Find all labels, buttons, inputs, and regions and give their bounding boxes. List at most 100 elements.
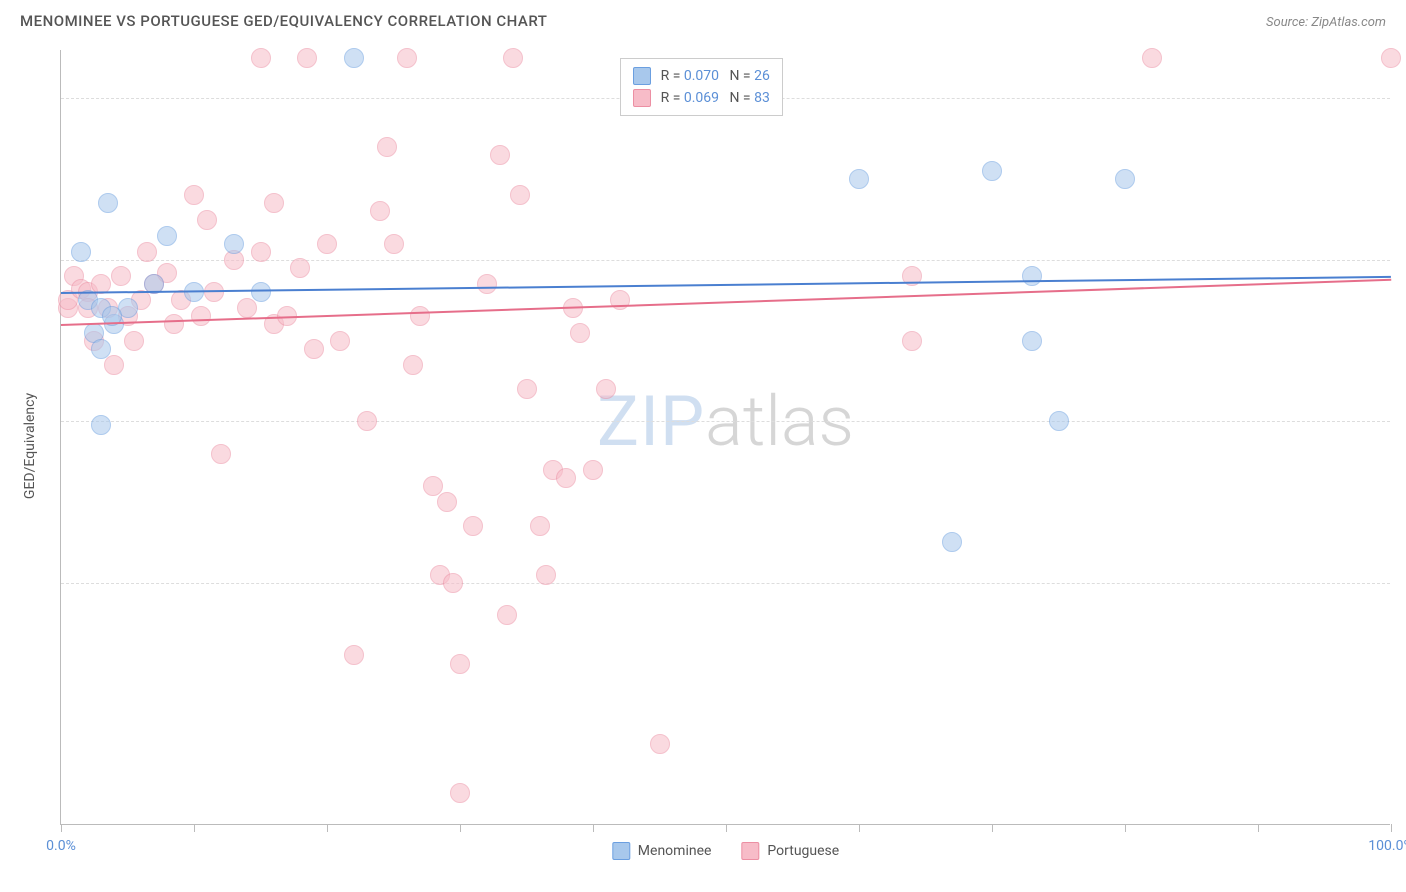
- data-point: [410, 306, 430, 326]
- y-axis-label: GED/Equivalency: [22, 393, 38, 499]
- x-tick-label: 0.0%: [46, 838, 76, 854]
- data-point: [556, 468, 576, 488]
- legend-row: R = 0.070 N = 26: [633, 65, 770, 87]
- data-point: [197, 210, 217, 230]
- data-point: [357, 411, 377, 431]
- data-point: [1022, 266, 1042, 286]
- legend-item: Menominee: [612, 842, 712, 860]
- data-point: [1022, 331, 1042, 351]
- data-point: [503, 48, 523, 68]
- gridline: [61, 421, 1390, 422]
- correlation-legend: R = 0.070 N = 26 R = 0.069 N = 83: [620, 58, 783, 116]
- data-point: [570, 323, 590, 343]
- data-point: [403, 355, 423, 375]
- scatter-chart: ZIPatlas 70.0%80.0%90.0%100.0%0.0%100.0%…: [60, 50, 1390, 825]
- data-point: [982, 161, 1002, 181]
- x-tick: [460, 824, 461, 832]
- data-point: [137, 242, 157, 262]
- data-point: [517, 379, 537, 399]
- data-point: [510, 185, 530, 205]
- y-tick-label: 100.0%: [1396, 90, 1406, 106]
- legend-row: R = 0.069 N = 83: [633, 87, 770, 109]
- legend-swatch: [741, 842, 759, 860]
- legend-text: R = 0.070 N = 26: [661, 68, 770, 84]
- legend-label: Menominee: [638, 843, 712, 859]
- x-tick: [1125, 824, 1126, 832]
- legend-swatch: [612, 842, 630, 860]
- legend-swatch: [633, 67, 651, 85]
- data-point: [536, 565, 556, 585]
- data-point: [91, 339, 111, 359]
- data-point: [317, 234, 337, 254]
- series-legend: Menominee Portuguese: [612, 842, 839, 860]
- data-point: [157, 226, 177, 246]
- data-point: [1142, 48, 1162, 68]
- data-point: [530, 516, 550, 536]
- gridline: [61, 583, 1390, 584]
- data-point: [330, 331, 350, 351]
- data-point: [450, 654, 470, 674]
- data-point: [377, 137, 397, 157]
- data-point: [463, 516, 483, 536]
- data-point: [583, 460, 603, 480]
- data-point: [251, 48, 271, 68]
- x-tick: [327, 824, 328, 832]
- data-point: [211, 444, 231, 464]
- data-point: [443, 573, 463, 593]
- legend-text: R = 0.069 N = 83: [661, 90, 770, 106]
- data-point: [251, 282, 271, 302]
- data-point: [942, 532, 962, 552]
- data-point: [437, 492, 457, 512]
- data-point: [497, 605, 517, 625]
- data-point: [1049, 411, 1069, 431]
- data-point: [184, 185, 204, 205]
- chart-source: Source: ZipAtlas.com: [1266, 15, 1386, 30]
- data-point: [490, 145, 510, 165]
- data-point: [191, 306, 211, 326]
- data-point: [304, 339, 324, 359]
- x-tick: [859, 824, 860, 832]
- data-point: [111, 266, 131, 286]
- chart-title: MENOMINEE VS PORTUGUESE GED/EQUIVALENCY …: [20, 12, 547, 30]
- data-point: [297, 48, 317, 68]
- data-point: [450, 783, 470, 803]
- data-point: [164, 314, 184, 334]
- data-point: [849, 169, 869, 189]
- data-point: [124, 331, 144, 351]
- x-tick: [992, 824, 993, 832]
- data-point: [384, 234, 404, 254]
- x-tick: [726, 824, 727, 832]
- data-point: [237, 298, 257, 318]
- data-point: [344, 645, 364, 665]
- data-point: [290, 258, 310, 278]
- data-point: [71, 242, 91, 262]
- x-tick: [61, 824, 62, 832]
- legend-label: Portuguese: [767, 843, 839, 859]
- y-tick-label: 80.0%: [1396, 413, 1406, 429]
- data-point: [98, 193, 118, 213]
- data-point: [596, 379, 616, 399]
- data-point: [104, 355, 124, 375]
- legend-swatch: [633, 89, 651, 107]
- chart-header: MENOMINEE VS PORTUGUESE GED/EQUIVALENCY …: [0, 0, 1406, 36]
- data-point: [91, 415, 111, 435]
- x-tick: [1391, 824, 1392, 832]
- data-point: [251, 242, 271, 262]
- x-tick-label: 100.0%: [1368, 838, 1406, 854]
- y-tick-label: 90.0%: [1396, 252, 1406, 268]
- x-tick: [1258, 824, 1259, 832]
- x-tick: [593, 824, 594, 832]
- data-point: [370, 201, 390, 221]
- data-point: [902, 331, 922, 351]
- data-point: [477, 274, 497, 294]
- data-point: [650, 734, 670, 754]
- data-point: [264, 193, 284, 213]
- data-point: [344, 48, 364, 68]
- x-tick: [194, 824, 195, 832]
- data-point: [224, 234, 244, 254]
- data-point: [1115, 169, 1135, 189]
- data-point: [397, 48, 417, 68]
- y-tick-label: 70.0%: [1396, 575, 1406, 591]
- legend-item: Portuguese: [741, 842, 839, 860]
- data-point: [1381, 48, 1401, 68]
